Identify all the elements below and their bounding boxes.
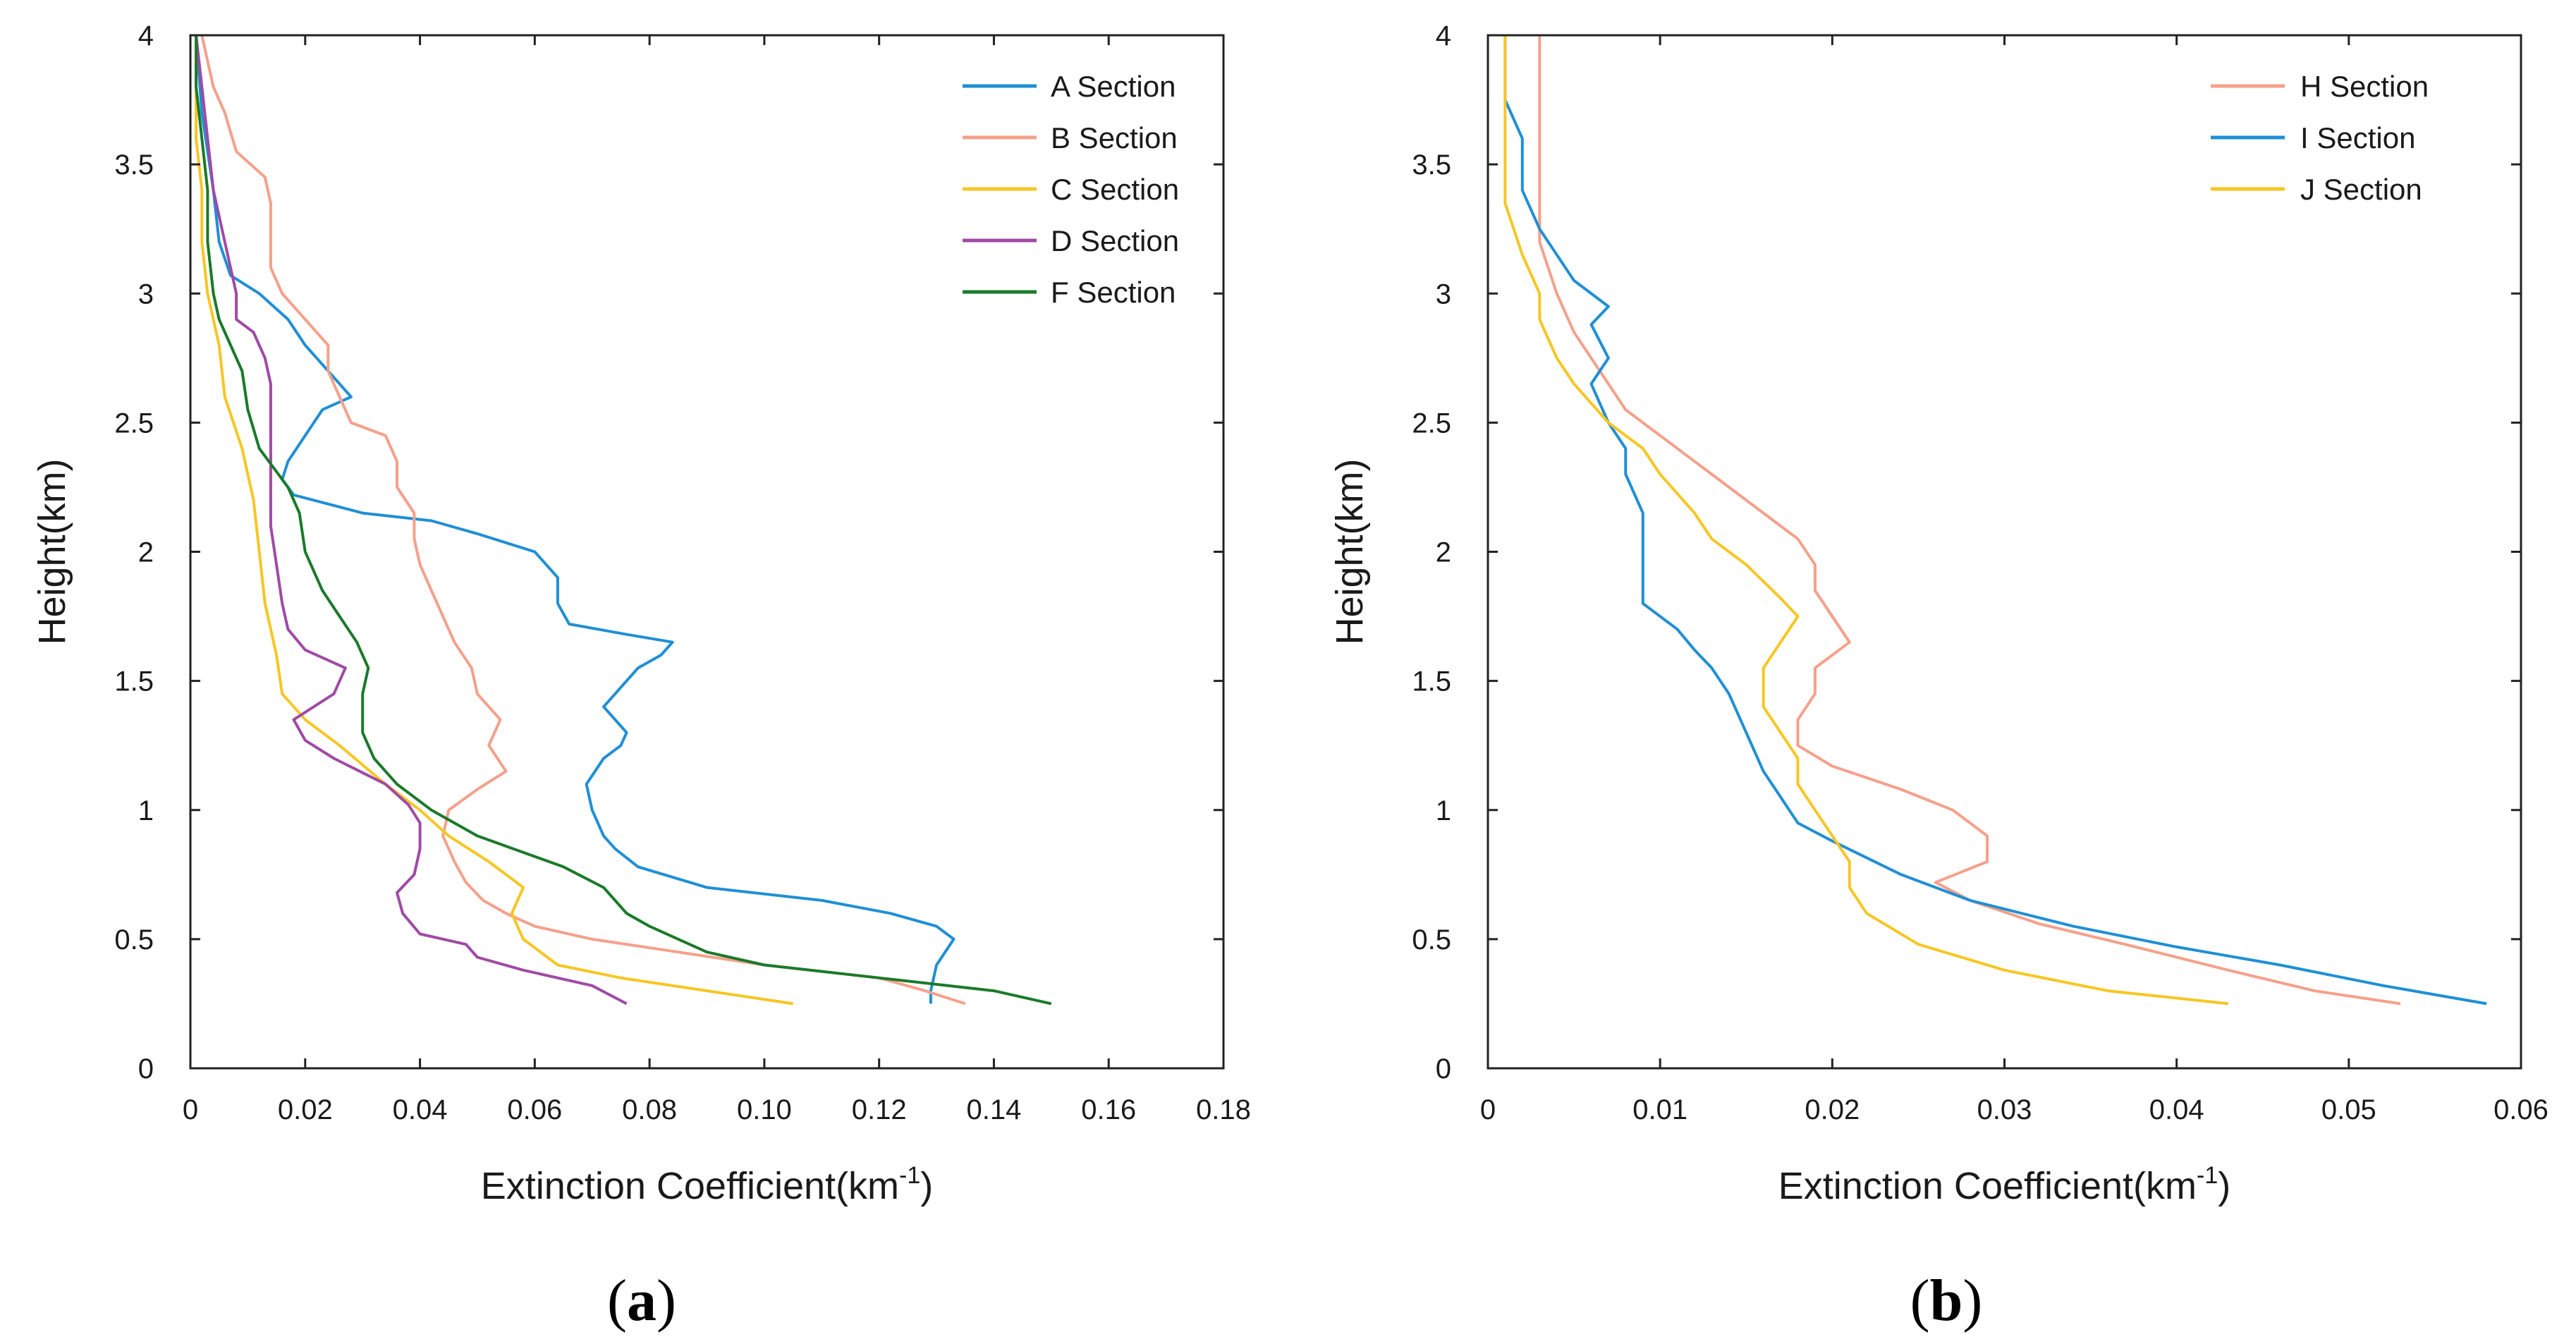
y-axis-label: Height(km) bbox=[31, 458, 73, 644]
y-tick-label: 4 bbox=[1436, 20, 1451, 51]
series-line-d-section bbox=[195, 35, 628, 1006]
x-tick-label: 0.04 bbox=[393, 1094, 448, 1125]
panel-label-letter: a bbox=[627, 1268, 657, 1333]
x-axis-label-end: ) bbox=[2218, 1165, 2230, 1207]
panel-label-letter: b bbox=[1930, 1268, 1963, 1333]
x-axis-label: Extinction Coefficient(km-1) bbox=[1778, 1162, 2230, 1207]
x-tick-label: 0.16 bbox=[1081, 1094, 1136, 1125]
series-line-i-section bbox=[1503, 35, 2487, 1006]
legend-entry-b-section: B Section bbox=[1051, 121, 1178, 154]
x-axis-label-end: ) bbox=[920, 1165, 933, 1207]
y-tick-label: 1.5 bbox=[114, 666, 154, 697]
x-tick-label: 0.01 bbox=[1632, 1094, 1687, 1125]
x-axis-label-superscript: -1 bbox=[899, 1162, 920, 1189]
x-axis-label: Extinction Coefficient(km-1) bbox=[481, 1162, 933, 1207]
panel-label-b: (b) bbox=[1910, 1268, 1983, 1333]
x-tick-label: 0 bbox=[183, 1094, 198, 1125]
chart-panel-a: 0 0.02 0.04 0.06 0.08 0.10 0.12 0.14 0.16 0.18 0 0.… bbox=[31, 20, 1251, 1333]
x-tick-label: 0.08 bbox=[622, 1094, 677, 1125]
y-tick-label: 0 bbox=[1436, 1053, 1451, 1085]
y-tick-label: 1.5 bbox=[1412, 666, 1451, 697]
legend-entry-i-section: I Section bbox=[2300, 121, 2415, 154]
panel-label-close: ) bbox=[657, 1268, 676, 1333]
series-line-a-section bbox=[195, 35, 956, 1004]
y-tick-label: 4 bbox=[138, 20, 154, 51]
y-tick-label: 2.5 bbox=[1412, 408, 1451, 439]
panel-label-open: ( bbox=[1910, 1268, 1930, 1333]
x-tick-label: 0.04 bbox=[2149, 1094, 2204, 1125]
y-tick-label: 0.5 bbox=[114, 924, 154, 955]
x-tick-label: 0.10 bbox=[737, 1094, 792, 1125]
panel-label-a: (a) bbox=[607, 1268, 676, 1333]
y-tick-label: 3 bbox=[138, 279, 154, 310]
y-axis-label: Height(km) bbox=[1329, 458, 1371, 644]
x-axis-label-superscript: -1 bbox=[2197, 1162, 2218, 1189]
y-tick-label: 3 bbox=[1436, 279, 1451, 310]
x-tick-label: 0.02 bbox=[1805, 1094, 1860, 1125]
x-tick-label: 0.12 bbox=[852, 1094, 907, 1125]
series-line-c-section bbox=[195, 35, 793, 1006]
y-tick-label: 2 bbox=[138, 537, 154, 568]
legend-entry-c-section: C Section bbox=[1051, 173, 1179, 206]
x-axis-label-main: Extinction Coefficient(km bbox=[1778, 1165, 2197, 1207]
x-tick-label: 0.18 bbox=[1196, 1094, 1251, 1125]
panel-label-close: ) bbox=[1962, 1268, 1982, 1333]
legend-entry-d-section: D Section bbox=[1051, 224, 1179, 257]
y-tick-label: 2 bbox=[1436, 537, 1451, 568]
legend-entry-h-section: H Section bbox=[2300, 70, 2429, 103]
series-line-f-section bbox=[195, 35, 1052, 1006]
chart-panel-b: 0 0.01 0.02 0.03 0.04 0.05 0.06 0 0.5 1 1.5 2 2.5 3 3.… bbox=[1329, 20, 2548, 1333]
x-axis-label-main: Extinction Coefficient(km bbox=[481, 1165, 899, 1207]
x-tick-label: 0.05 bbox=[2321, 1094, 2376, 1125]
x-tick-label: 0.06 bbox=[507, 1094, 562, 1125]
legend-entry-f-section: F Section bbox=[1051, 276, 1176, 309]
x-tick-label: 0.14 bbox=[967, 1094, 1022, 1125]
series-line-b-section bbox=[200, 35, 966, 1006]
panel-label-open: ( bbox=[607, 1268, 627, 1333]
x-tick-label: 0.06 bbox=[2493, 1094, 2548, 1125]
legend-entry-a-section: A Section bbox=[1051, 70, 1176, 103]
series-line-h-section bbox=[1538, 35, 2401, 1006]
y-tick-label: 0.5 bbox=[1412, 924, 1451, 955]
y-tick-label: 0 bbox=[138, 1053, 154, 1085]
x-tick-label: 0.03 bbox=[1977, 1094, 2032, 1125]
y-tick-label: 2.5 bbox=[114, 408, 154, 439]
y-tick-label: 3.5 bbox=[114, 149, 154, 181]
y-tick-label: 1 bbox=[1436, 795, 1451, 826]
x-tick-label: 0 bbox=[1480, 1094, 1496, 1125]
series-line-j-section bbox=[1503, 35, 2229, 1006]
x-tick-label: 0.02 bbox=[278, 1094, 333, 1125]
y-tick-label: 1 bbox=[138, 795, 154, 826]
y-tick-label: 3.5 bbox=[1412, 149, 1451, 181]
legend-entry-j-section: J Section bbox=[2300, 173, 2422, 206]
